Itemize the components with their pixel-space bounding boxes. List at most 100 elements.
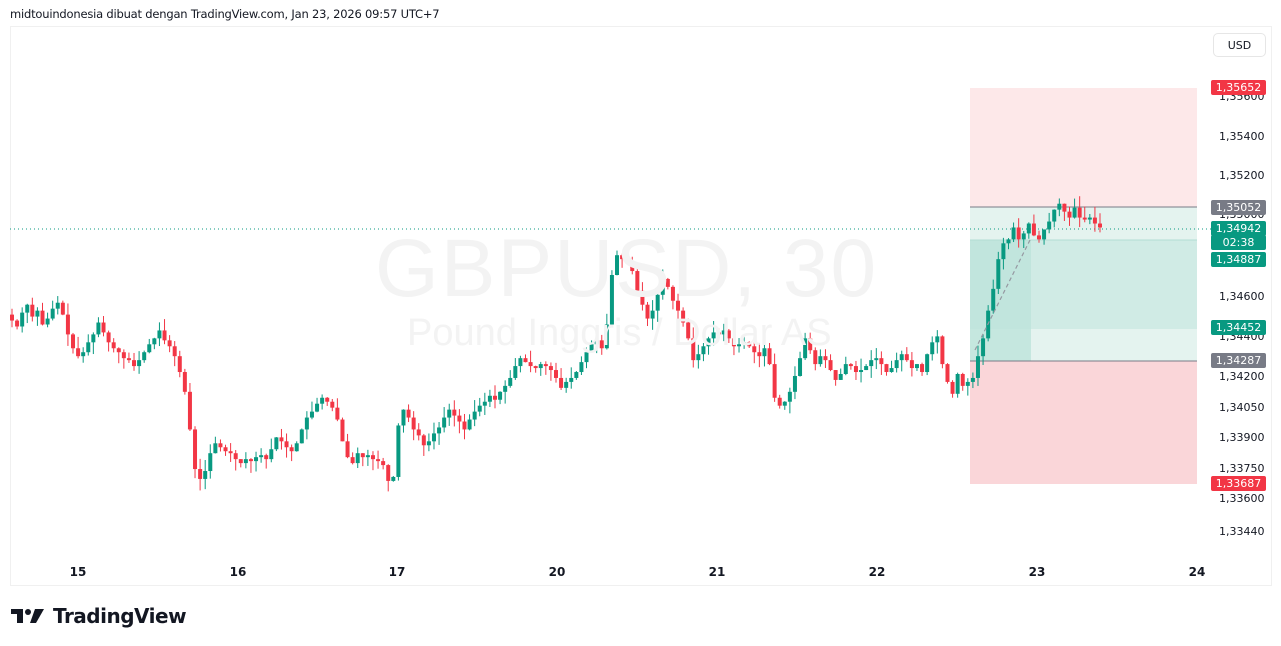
candle-body <box>132 360 137 367</box>
candle-body <box>1067 211 1072 218</box>
candle-body <box>304 417 309 430</box>
time-label: 21 <box>708 565 726 579</box>
candle-body <box>45 318 50 325</box>
candle-body <box>116 348 121 353</box>
candle-body <box>386 465 391 481</box>
candle-body <box>940 336 945 365</box>
candle-body <box>808 338 813 351</box>
candle-body <box>803 338 808 359</box>
candle-body <box>706 338 711 347</box>
tradingview-logo[interactable]: TradingView <box>11 604 187 628</box>
price-label: 1,34200 <box>1219 370 1265 383</box>
candle-body <box>721 330 726 335</box>
candle-body <box>421 435 426 446</box>
candle-body <box>737 344 742 347</box>
candle-body <box>818 356 823 365</box>
candle-body <box>726 330 731 339</box>
candle-body <box>914 364 919 369</box>
candle-body <box>76 348 81 357</box>
candle-body <box>630 263 635 272</box>
candle-body <box>477 405 482 412</box>
candle-body <box>676 300 681 311</box>
candle-body <box>223 447 228 452</box>
candle-body <box>574 372 579 378</box>
price-label: 1,34600 <box>1219 290 1265 303</box>
candle-body <box>894 360 899 369</box>
time-label: 22 <box>868 565 886 579</box>
candle-body <box>289 447 294 452</box>
candle-body <box>813 350 818 365</box>
candle-body <box>35 310 40 317</box>
candle-body <box>360 453 365 458</box>
candle-body <box>1072 207 1077 218</box>
candle-body <box>686 322 691 339</box>
price-label: 1,35400 <box>1219 130 1265 143</box>
candle-body <box>615 255 620 275</box>
candle-body <box>777 397 782 406</box>
candle-body <box>411 417 416 430</box>
candle-body <box>447 409 452 418</box>
candle-body <box>294 443 299 452</box>
candle-body <box>121 352 126 359</box>
candle-body <box>274 437 279 450</box>
price-tag: 1,34942 <box>1211 221 1266 236</box>
candle-body <box>487 395 492 402</box>
candle-body <box>884 364 889 373</box>
candle-body <box>269 449 274 460</box>
candle-body <box>655 294 660 311</box>
candle-body <box>604 324 609 349</box>
candle-body <box>782 401 787 406</box>
candle-body <box>503 385 508 392</box>
price-label: 1,33750 <box>1219 462 1265 475</box>
candle-body <box>452 409 457 416</box>
price-tag: 02:38 <box>1211 235 1266 250</box>
candle-body <box>991 288 996 311</box>
candle-body <box>859 370 864 373</box>
candle-body <box>172 346 177 357</box>
candle-body <box>925 354 930 373</box>
candle-body <box>757 352 762 357</box>
candle-body <box>381 461 386 466</box>
candle-body <box>1001 243 1006 260</box>
candle-body <box>71 334 76 349</box>
price-tag: 1,35652 <box>1211 80 1266 95</box>
price-label: 1,33900 <box>1219 431 1265 444</box>
candle-body <box>864 366 869 371</box>
candle-body <box>111 342 116 349</box>
candle-body <box>1021 233 1026 240</box>
candle-body <box>335 407 340 420</box>
candle-body <box>309 411 314 418</box>
candle-body <box>1026 223 1031 234</box>
candle-body <box>620 255 625 260</box>
candle-body <box>208 453 213 472</box>
candle-body <box>1087 217 1092 220</box>
candle-body <box>1016 227 1021 240</box>
price-tag: 1,34452 <box>1211 320 1266 335</box>
candle-body <box>406 409 411 418</box>
candle-body <box>650 310 655 319</box>
stop-loss-zone-lower <box>970 361 1197 484</box>
candle-body <box>559 377 564 388</box>
price-tag: 1,33687 <box>1211 476 1266 491</box>
candle-body <box>625 259 630 264</box>
candle-body <box>126 358 131 361</box>
time-label: 20 <box>548 565 566 579</box>
candle-body <box>243 459 248 464</box>
currency-button[interactable]: USD <box>1213 33 1266 57</box>
candle-body <box>731 338 736 347</box>
candle-body <box>1082 217 1087 220</box>
candle-body <box>640 290 645 305</box>
candle-body <box>767 348 772 365</box>
time-label: 24 <box>1188 565 1206 579</box>
candle-body <box>564 381 569 388</box>
candle-body <box>401 409 406 426</box>
candle-body <box>142 352 147 361</box>
candle-body <box>25 304 30 313</box>
candle-body <box>1057 203 1062 210</box>
candle-body <box>960 374 965 386</box>
candle-body <box>65 314 70 335</box>
chart-attribution: midtouindonesia dibuat dengan TradingVie… <box>10 7 440 21</box>
candle-body <box>609 275 614 325</box>
candle-body <box>462 421 467 430</box>
